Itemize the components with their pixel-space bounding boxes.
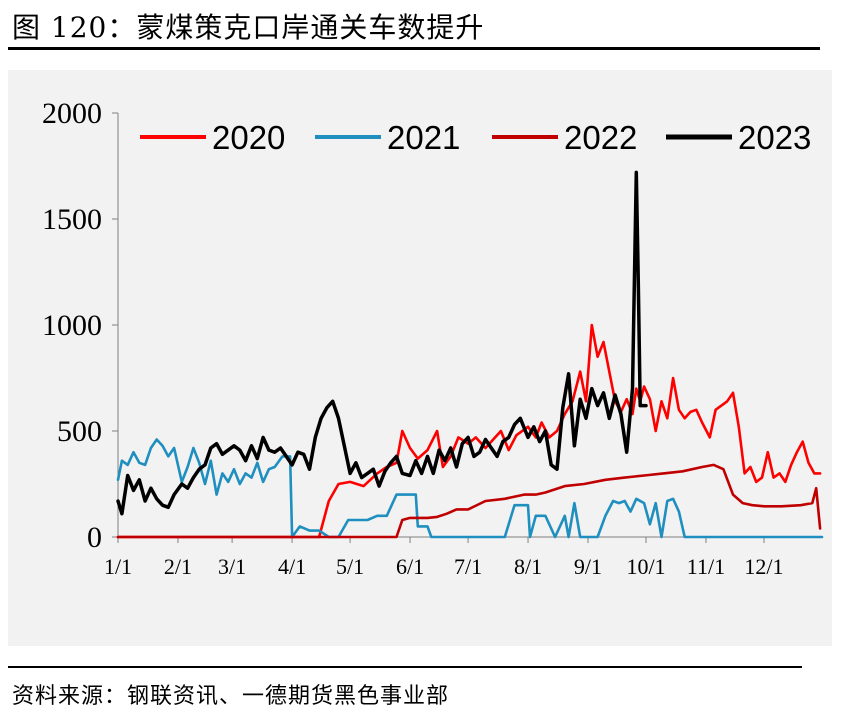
- x-tick-label: 10/1: [626, 554, 665, 579]
- legend-label-2021: 2021: [387, 119, 460, 156]
- x-tick-label: 3/1: [218, 554, 246, 579]
- axes: 0 500 1000 1500 2000 1/1 2/1 3/1 4/1 5/1 6/1 7/1 8/1…: [42, 97, 822, 579]
- x-tick-label: 7/1: [454, 554, 482, 579]
- series-line-2020: [116, 323, 822, 539]
- x-tick-label: 8/1: [514, 554, 542, 579]
- chart-background: [8, 70, 832, 646]
- x-tick-label: 2/1: [164, 554, 192, 579]
- legend: 2020 2021 2022 2023: [140, 119, 811, 156]
- source-rule: [8, 666, 802, 668]
- legend-label-2020: 2020: [212, 119, 285, 156]
- legend-label-2023: 2023: [738, 119, 811, 156]
- figure-title: 图 120：蒙煤策克口岸通关车数提升: [12, 11, 485, 44]
- x-tick-label: 12/1: [744, 554, 783, 579]
- source-note: 资料来源：钢联资讯、一德期货黑色事业部: [12, 684, 450, 709]
- y-tick-label: 500: [57, 415, 102, 448]
- title-rule: [8, 47, 820, 50]
- x-tick-label: 1/1: [104, 554, 132, 579]
- x-tick-label: 9/1: [574, 554, 602, 579]
- series-line-2022: [116, 463, 822, 539]
- series-lines: [116, 170, 824, 539]
- x-tick-label: 4/1: [278, 554, 306, 579]
- x-tick-label: 5/1: [336, 554, 364, 579]
- x-tick-label: 6/1: [396, 554, 424, 579]
- y-tick-label: 2000: [42, 97, 102, 130]
- series-line-2021: [116, 438, 824, 539]
- y-tick-label: 0: [87, 521, 102, 554]
- legend-label-2022: 2022: [564, 119, 637, 156]
- series-line-2023: [116, 170, 648, 516]
- y-tick-label: 1500: [42, 203, 102, 236]
- x-tick-label: 11/1: [687, 554, 725, 579]
- y-tick-label: 1000: [42, 309, 102, 342]
